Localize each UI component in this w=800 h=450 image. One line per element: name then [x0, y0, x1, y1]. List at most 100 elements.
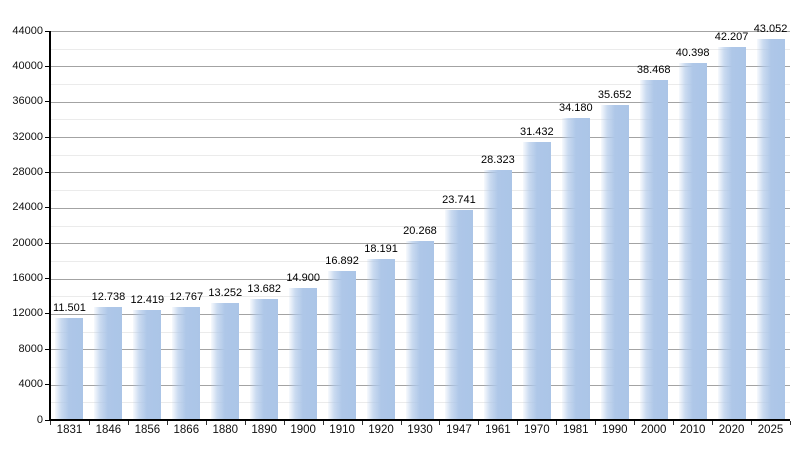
x-axis-tick [322, 421, 324, 425]
bar-slot: 13.682 [245, 31, 284, 420]
bar [211, 302, 240, 420]
bar [328, 270, 357, 420]
x-axis-tick [88, 421, 90, 425]
bar [405, 240, 434, 420]
bar-value-label: 18.191 [364, 243, 398, 256]
x-axis-tick [634, 421, 636, 425]
x-tick-label: 1866 [173, 424, 200, 436]
x-axis-tick [400, 421, 402, 425]
bar-value-label: 20.268 [403, 224, 437, 237]
y-tick-label: 0 [36, 413, 43, 426]
bar [94, 307, 123, 420]
bar-value-label: 13.682 [247, 283, 282, 296]
x-axis-tick [517, 421, 519, 425]
x-tick-label: 1846 [95, 424, 122, 436]
x-tick-label: 1920 [368, 424, 394, 436]
x-tick-label: 1910 [329, 424, 355, 436]
bar-value-label: 12.767 [169, 291, 204, 304]
x-tick-label: 1856 [134, 424, 161, 436]
x-axis-tick [127, 421, 129, 425]
bar-slot: 40.398 [673, 31, 712, 420]
bar [250, 299, 279, 420]
bar [522, 142, 551, 420]
minor-gridline [50, 84, 790, 86]
x-tick-label: 1880 [212, 424, 239, 436]
y-tick-label: 36000 [12, 95, 43, 108]
x-axis-tick [751, 421, 753, 425]
bar [55, 318, 84, 420]
bar-value-label: 43.052 [753, 23, 788, 36]
y-tick-label: 28000 [12, 165, 43, 178]
bar [678, 62, 707, 420]
x-tick-label: 2000 [640, 424, 667, 436]
x-axis-tick [556, 421, 558, 425]
bar [600, 104, 629, 420]
bar-value-label: 35.652 [597, 88, 632, 101]
x-axis-tick [244, 421, 246, 425]
y-axis-tick [45, 242, 50, 244]
x-tick-label: 1890 [251, 424, 277, 436]
bar-value-label: 31.432 [520, 126, 554, 139]
x-axis-tick [283, 421, 285, 425]
x-tick-label: 1990 [601, 424, 628, 436]
y-axis-tick [45, 313, 50, 315]
x-axis-tick [712, 421, 714, 425]
bar [367, 259, 396, 420]
bar-slot: 12.767 [167, 31, 206, 420]
plot-area: 11.501 12.738 12.419 12.767 13.252 13.682 14.9… [50, 23, 790, 420]
x-tick-label: 1900 [290, 424, 316, 436]
y-axis-tick [45, 171, 50, 173]
x-axis-tick [673, 421, 675, 425]
bar-value-label: 13.252 [208, 286, 243, 299]
y-tick-label: 44000 [12, 24, 43, 37]
y-tick-label: 32000 [12, 130, 43, 143]
x-axis-line [49, 419, 790, 421]
minor-gridline [50, 190, 790, 192]
y-tick-label: 24000 [12, 201, 43, 214]
x-axis-tick [595, 421, 597, 425]
major-gridline [50, 31, 790, 32]
bar [483, 169, 512, 420]
x-tick-label: 1970 [524, 424, 550, 436]
x-axis-tick [478, 421, 480, 425]
bar-slot: 31.432 [517, 31, 556, 420]
x-axis-tick [439, 421, 441, 425]
bar-slot: 34.180 [556, 31, 595, 420]
bar-slot: 35.652 [595, 31, 634, 420]
y-axis-tick [45, 136, 50, 138]
x-tick-label: 1831 [56, 424, 83, 436]
y-axis-tick [45, 348, 50, 350]
x-tick-label: 2020 [718, 424, 745, 436]
bar [289, 288, 318, 420]
x-axis-tick [50, 421, 51, 425]
y-axis-tick [45, 384, 50, 386]
x-tick-label: 1930 [407, 424, 433, 436]
bar-value-label: 28.323 [481, 153, 515, 166]
bar-value-label: 16.892 [325, 254, 359, 267]
bar-value-label: 34.180 [558, 101, 593, 114]
x-axis-tick [166, 421, 168, 425]
bar [639, 79, 668, 420]
major-gridline [50, 137, 790, 139]
minor-gridline [50, 119, 790, 121]
bar-slot: 11.501 [50, 31, 89, 420]
bar-slot: 28.323 [478, 31, 517, 420]
y-tick-label: 16000 [12, 272, 43, 285]
bar-slot: 38.468 [634, 31, 673, 420]
minor-gridline [50, 154, 790, 156]
bar-slot: 12.419 [128, 31, 167, 420]
minor-gridline [50, 48, 790, 50]
bar-value-label: 38.468 [636, 63, 671, 76]
bar [172, 307, 201, 420]
bar-slot: 42.207 [712, 31, 751, 420]
y-tick-label: 4000 [18, 378, 43, 391]
bar-value-label: 42.207 [714, 30, 749, 43]
x-tick-label: 1947 [446, 424, 472, 436]
bar-value-label: 23.741 [442, 194, 476, 207]
bar-slot: 14.900 [284, 31, 323, 420]
x-tick-label: 1961 [485, 424, 511, 436]
minor-gridline [50, 225, 790, 227]
bar [133, 310, 162, 420]
bar-value-label: 14.900 [286, 272, 320, 285]
bar-slot: 43.052 [751, 23, 790, 420]
